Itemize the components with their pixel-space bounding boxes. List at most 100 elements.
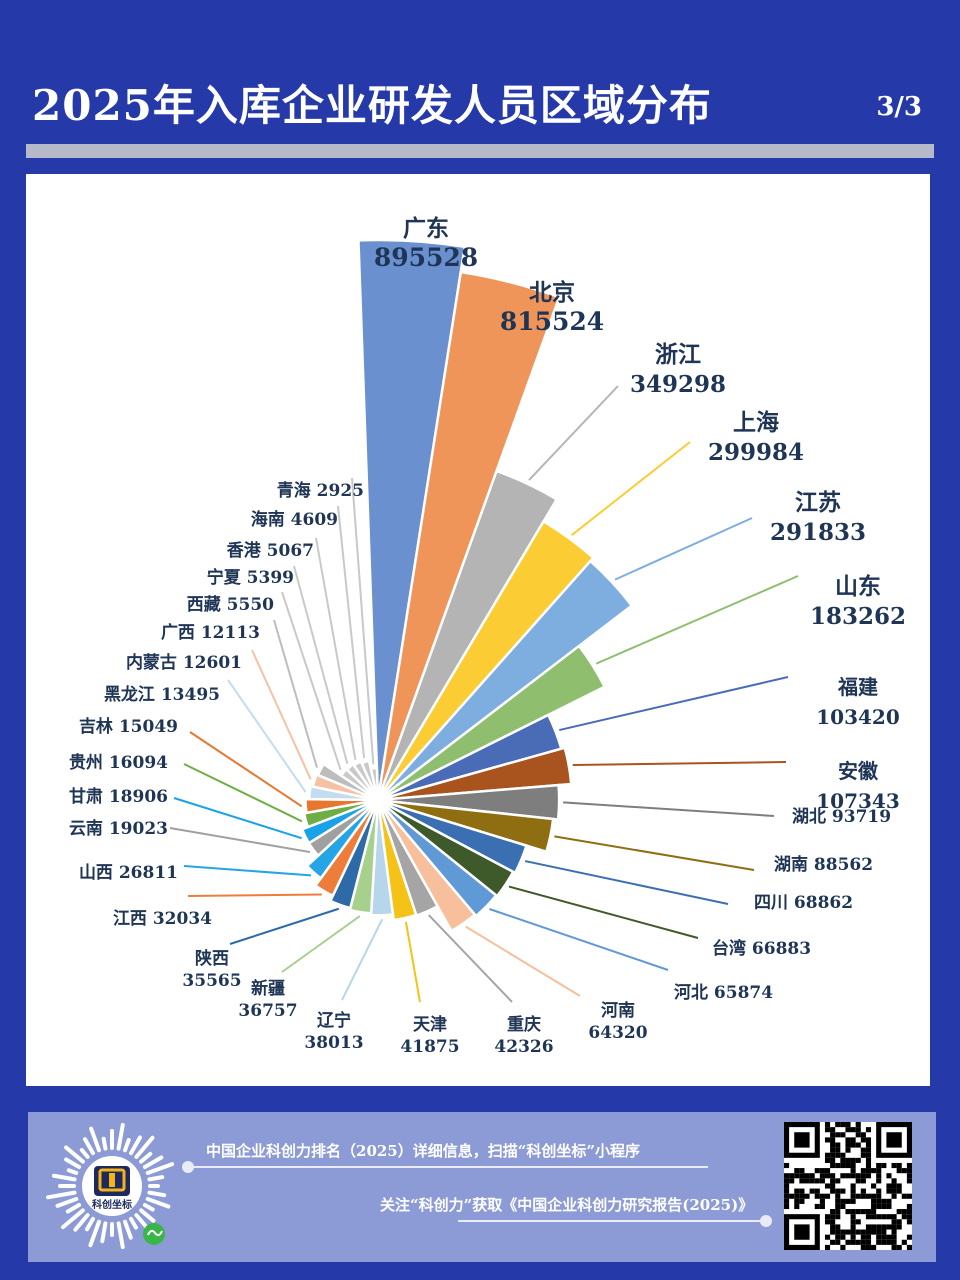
leader-line-新疆 bbox=[281, 915, 361, 973]
label-宁夏: 宁夏 5399 bbox=[207, 567, 294, 588]
value-label-陕西: 35565 bbox=[182, 971, 241, 991]
leader-line-台湾 bbox=[508, 885, 699, 939]
leader-line-宁夏 bbox=[293, 565, 349, 764]
logo-text: 科创坐标 bbox=[92, 1198, 132, 1211]
slice-湖北 bbox=[377, 783, 561, 821]
slice-江西 bbox=[313, 799, 380, 898]
leader-line-江西 bbox=[187, 893, 322, 897]
footer-dot-1 bbox=[182, 1161, 194, 1173]
value-label-福建: 103420 bbox=[816, 705, 900, 729]
label-广东: 广东 bbox=[403, 215, 449, 242]
label-浙江: 浙江 bbox=[655, 341, 701, 368]
slice-吉林 bbox=[304, 797, 379, 815]
slice-上海 bbox=[376, 519, 596, 801]
leader-line-福建 bbox=[559, 676, 789, 732]
slice-浙江 bbox=[376, 469, 559, 801]
leader-line-四川 bbox=[524, 860, 729, 905]
slice-山东 bbox=[377, 644, 607, 802]
leader-line-安徽 bbox=[572, 761, 787, 767]
value-label-天津: 41875 bbox=[400, 1037, 459, 1057]
leader-line-天津 bbox=[404, 921, 421, 1003]
footer-info-text: 中国企业科创力排名（2025）详细信息，扫描“科创坐标”小程序 bbox=[206, 1142, 641, 1160]
slice-江苏 bbox=[377, 559, 634, 801]
leader-line-西藏 bbox=[281, 591, 342, 771]
leader-line-山东 bbox=[595, 575, 799, 665]
leader-line-山西 bbox=[183, 865, 312, 877]
label-上海: 上海 bbox=[733, 409, 779, 436]
footer-bar-1 bbox=[188, 1166, 708, 1168]
value-label-辽宁: 38013 bbox=[304, 1033, 363, 1053]
label-河南: 河南 bbox=[601, 1000, 635, 1021]
label-山东: 山东 bbox=[835, 573, 881, 600]
slice-宁夏 bbox=[345, 762, 380, 801]
footer-banner: 科创坐标 中国企业科创力排名（2025）详细信息，扫描“科创坐标”小程序 关注“… bbox=[28, 1112, 936, 1262]
footer-follow-text: 关注“科创力”获取《中国企业科创力研究报告(2025)》 bbox=[380, 1196, 754, 1214]
leader-line-吉林 bbox=[189, 731, 303, 808]
slice-甘肃 bbox=[300, 798, 379, 845]
value-label-北京: 815524 bbox=[500, 307, 604, 336]
slice-河南 bbox=[376, 799, 477, 933]
slice-天津 bbox=[376, 799, 418, 922]
leader-line-海南 bbox=[337, 505, 366, 759]
leader-line-陕西 bbox=[229, 907, 340, 945]
label-湖南: 湖南 88562 bbox=[774, 854, 873, 875]
value-label-山东: 183262 bbox=[810, 603, 906, 630]
qr-code[interactable] bbox=[784, 1122, 912, 1250]
leader-line-重庆 bbox=[428, 914, 513, 1003]
title-divider bbox=[26, 144, 934, 158]
value-label-河南: 64320 bbox=[588, 1023, 647, 1043]
label-福建: 福建 bbox=[837, 675, 878, 699]
value-label-安徽: 107343 bbox=[816, 789, 900, 813]
slice-河北 bbox=[377, 799, 498, 918]
leader-line-河北 bbox=[489, 908, 669, 971]
label-江西: 江西 32034 bbox=[113, 909, 212, 929]
value-label-新疆: 36757 bbox=[238, 1001, 297, 1021]
label-香港: 香港 5067 bbox=[227, 540, 314, 561]
value-label-广东: 895528 bbox=[374, 243, 478, 272]
slice-贵州 bbox=[302, 798, 379, 829]
label-天津: 天津 bbox=[413, 1014, 447, 1035]
label-台湾: 台湾 66883 bbox=[712, 938, 811, 959]
footer-bar-2 bbox=[458, 1220, 768, 1222]
label-新疆: 新疆 bbox=[251, 978, 285, 999]
chart-panel: 广东 895528 北京 815524 浙江 349298 上海 299984 江苏 291833… bbox=[26, 174, 930, 1086]
label-黑龙江: 黑龙江 13495 bbox=[104, 684, 220, 705]
leader-line-香港 bbox=[315, 537, 357, 760]
label-贵州: 贵州 16094 bbox=[69, 752, 168, 773]
value-label-重庆: 42326 bbox=[494, 1037, 553, 1057]
leader-line-广西 bbox=[273, 619, 318, 768]
mini-program-code-icon[interactable]: 科创坐标 bbox=[42, 1118, 182, 1258]
label-云南: 云南 19023 bbox=[69, 818, 168, 839]
leader-line-辽宁 bbox=[341, 918, 384, 1001]
label-西藏: 西藏 5550 bbox=[187, 595, 274, 615]
page-number: 3/3 bbox=[876, 92, 922, 122]
label-江苏: 江苏 bbox=[795, 489, 841, 516]
value-label-江苏: 291833 bbox=[770, 519, 866, 546]
label-广西: 广西 12113 bbox=[161, 622, 260, 643]
slice-青海 bbox=[369, 766, 380, 801]
slice-四川 bbox=[377, 798, 528, 875]
leader-line-江苏 bbox=[614, 517, 753, 581]
leader-line-贵州 bbox=[183, 763, 303, 823]
slice-香港 bbox=[352, 759, 380, 801]
label-辽宁: 辽宁 bbox=[317, 1010, 351, 1031]
label-海南: 海南 4609 bbox=[251, 509, 338, 530]
label-甘肃: 甘肃 18906 bbox=[69, 786, 168, 807]
label-重庆: 重庆 bbox=[507, 1014, 541, 1035]
slice-山西 bbox=[305, 799, 380, 880]
leader-line-湖南 bbox=[554, 835, 755, 871]
label-吉林: 吉林 15049 bbox=[79, 716, 178, 737]
label-四川: 四川 68862 bbox=[754, 893, 853, 913]
label-湖北: 湖北 93719 bbox=[792, 807, 891, 827]
slice-北京 bbox=[376, 270, 561, 801]
footer-dot-2 bbox=[760, 1215, 772, 1227]
label-陕西: 陕西 bbox=[195, 948, 229, 969]
page-title: 2025年入库企业研发人员区域分布 bbox=[32, 81, 712, 130]
leader-line-河南 bbox=[465, 925, 581, 997]
leader-line-云南 bbox=[169, 827, 311, 854]
leader-line-内蒙古 bbox=[251, 649, 312, 780]
slice-海南 bbox=[360, 759, 380, 801]
label-青海: 青海 2925 bbox=[277, 480, 364, 501]
leader-line-湖北 bbox=[563, 801, 775, 817]
label-河北: 河北 65874 bbox=[674, 983, 773, 1003]
